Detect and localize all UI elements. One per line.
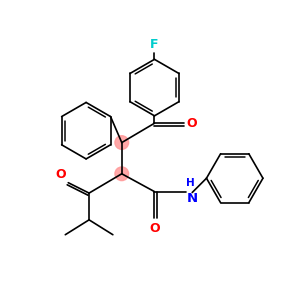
Text: N: N	[186, 192, 197, 205]
Circle shape	[115, 167, 129, 181]
Text: O: O	[187, 117, 197, 130]
Text: H: H	[186, 178, 195, 188]
Circle shape	[115, 136, 129, 149]
Text: F: F	[150, 38, 159, 51]
Text: O: O	[149, 222, 160, 235]
Text: O: O	[55, 168, 66, 181]
